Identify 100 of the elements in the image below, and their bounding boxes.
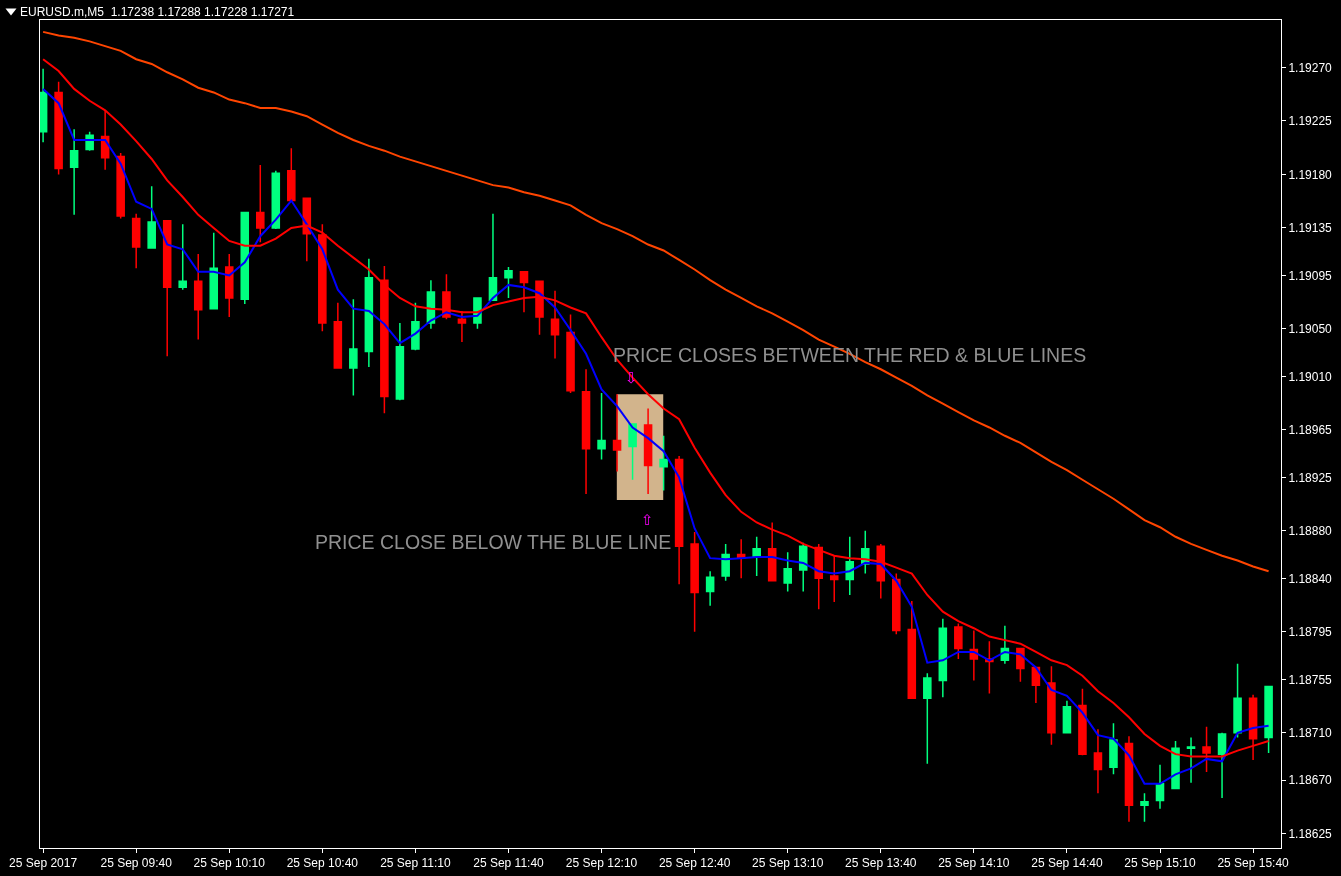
candlestick [302,197,312,262]
y-tick-label: 1.18925 [1288,470,1333,485]
candlestick [116,152,125,220]
candlestick [597,392,606,461]
x-tick-label: 25 Sep 11:40 [473,856,545,871]
candlestick [814,543,824,610]
candlestick [829,555,839,603]
candlestick [954,622,963,660]
candlestick [147,185,156,249]
y-tick-label: 1.19135 [1288,221,1333,236]
candlestick [457,310,467,343]
annotation: ⇧ [641,511,654,529]
x-tick-label: 25 Sep 09:40 [100,856,173,871]
candlestick [40,67,48,144]
candlestick [162,220,172,357]
candlestick [178,223,187,291]
candlestick [333,301,343,369]
y-tick-label: 1.18625 [1288,826,1333,841]
candlestick [674,455,684,586]
candlestick [519,271,529,313]
candlestick [488,212,498,302]
x-tick-label: 25 Sep 15:40 [1217,856,1290,871]
x-tick-label: 25 Sep 14:40 [1031,856,1103,871]
candlestick [783,551,792,593]
candlestick [318,223,327,332]
candlestick [892,572,901,635]
candlestick [442,273,451,321]
y-tick-label: 1.18880 [1288,524,1333,539]
candlestick [659,435,668,492]
x-tick-label: 25 Sep 15:10 [1124,856,1197,871]
candlestick [985,640,994,695]
line-series [42,30,1270,573]
candlestick [193,253,203,341]
x-tick-label: 25 Sep 13:10 [752,856,824,871]
candlestick [581,368,591,495]
candlestick [1217,732,1227,799]
candlestick [1078,688,1087,757]
x-tick-label: 25 Sep 2017 [9,856,78,871]
candlestick [1233,663,1242,739]
candlestick [1109,722,1118,776]
chart-title: EURUSD.m,M5 1.17238 1.17288 1.17228 1.17271 [20,5,295,20]
candlestick [736,538,746,580]
candlestick [349,298,358,397]
candlestick [690,531,699,633]
x-tick-label: 25 Sep 12:10 [565,856,638,871]
candlestick [287,147,296,202]
y-tick-label: 1.19180 [1288,167,1333,182]
candlestick [131,212,141,270]
candlestick [364,258,374,368]
y-tick-label: 1.19050 [1288,322,1333,337]
candlestick [224,253,234,318]
candlestick [767,521,777,582]
y-tick-label: 1.18670 [1288,773,1333,788]
x-tick-label: 25 Sep 14:10 [938,856,1010,871]
candlestick [907,600,917,700]
candlestick [566,313,575,394]
candlestick [69,128,79,216]
candlestick [1062,699,1072,734]
candlestick [923,672,932,765]
candlestick [1016,647,1025,683]
y-tick-label: 1.18710 [1288,725,1333,740]
candlestick [845,536,855,596]
annotation: PRICE CLOSE BELOW THE BLUE LINE [315,531,672,553]
y-tick-label: 1.19270 [1288,60,1333,75]
y-tick-label: 1.19225 [1288,114,1333,129]
candlestick [411,301,420,351]
candlestick [100,109,110,171]
x-tick-label: 25 Sep 11:10 [380,856,451,871]
candlestick [395,322,405,401]
candlestick [1155,764,1165,810]
candlestick [1093,728,1103,795]
y-tick-label: 1.18795 [1288,624,1333,639]
candlestick [1140,792,1149,823]
candlestick [209,231,219,310]
candlestick [1031,666,1041,704]
candlestick [643,407,653,495]
candlestick [1186,736,1196,784]
candlestick [1124,735,1134,823]
candlestick [1264,685,1273,754]
y-tick-label: 1.19095 [1288,268,1333,283]
candlestick [628,423,637,481]
candlestick [504,266,513,299]
candlestick [54,81,63,176]
candlestick [550,290,560,360]
y-tick-label: 1.19010 [1288,369,1333,384]
x-tick-label: 25 Sep 10:10 [193,856,266,871]
y-tick-label: 1.18755 [1288,672,1333,687]
x-tick-label: 25 Sep 10:40 [286,856,359,871]
x-tick-label: 25 Sep 12:40 [658,856,731,871]
candlestick [721,543,730,582]
candlestick [256,164,265,243]
annotation: PRICE CLOSES BETWEEN THE RED & BLUE LINES [613,344,1087,366]
y-tick-label: 1.18840 [1288,571,1333,586]
candlestick [938,617,948,698]
candlestick [705,570,715,607]
candlestick [1047,665,1056,746]
x-tick-label: 25 Sep 13:40 [845,856,917,871]
candlestick [612,393,622,473]
candlestick [240,211,250,305]
candlestick [380,265,389,414]
